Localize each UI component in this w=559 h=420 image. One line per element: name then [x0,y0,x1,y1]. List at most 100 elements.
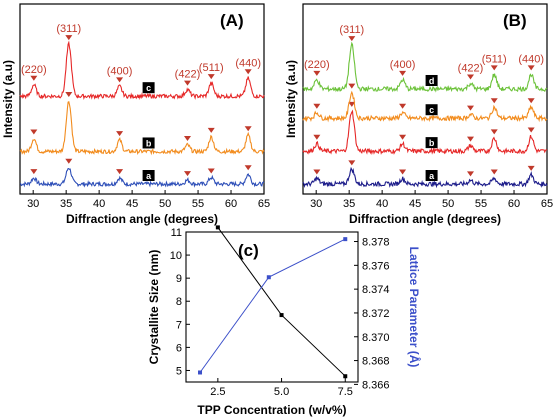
x-tick-label: 40 [376,198,388,210]
peak-label: (311) [56,23,81,35]
peak-label: (400) [390,59,416,71]
peak-marker [467,74,475,80]
peak-marker [467,136,475,142]
x-tick-label: 65 [258,198,270,210]
series-tag: c [429,105,434,115]
plot-frame [185,231,359,383]
series-tag: b [146,138,152,148]
series-tag-box [142,170,155,181]
panel-label: (A) [220,11,244,30]
series-left [215,225,348,379]
peak-marker [116,77,124,83]
peak-marker [348,160,356,166]
data-point [198,370,203,375]
series-tag-box [425,104,438,116]
x-tick-label: 35 [343,198,355,210]
peak-marker [30,129,38,135]
x-tick-label: 55 [192,198,204,210]
xrd-curve [19,167,265,188]
y2-tick-label: 8.366 [362,379,390,391]
x-tick-label: 55 [475,198,487,210]
peak-marker [244,126,252,132]
peak-marker [244,69,252,75]
x-tick-label: 60 [225,198,237,210]
series-c: c [19,35,265,100]
peak-marker [490,169,498,175]
peak-marker [313,169,321,175]
data-point [343,374,348,379]
peak-label: (220) [304,59,330,71]
series-b: b [19,92,265,156]
xrd-curve [19,101,265,156]
peak-marker [527,65,535,71]
y-tick-label: 8 [176,296,182,308]
x-tick-label: 35 [60,198,72,210]
series-tag-box [425,137,438,149]
xrd-panel-b: 30 35 40 45 50 55 60 65 Diffraction angle (degre… [284,3,553,226]
peak-marker [30,169,38,175]
peak-marker [399,103,407,109]
y-axis-label: Intensity (a.u) [1,60,15,138]
peak-marker [467,105,475,111]
peak-marker [207,127,215,133]
series-c: c [302,83,548,123]
xrd-curve [302,109,548,156]
peak-label: (422) [458,63,484,75]
data-point [266,275,271,280]
peak-marker [207,168,215,174]
peak-label: (511) [199,62,224,74]
series-line [217,227,346,377]
x-tick-label: 30 [310,198,322,210]
panel-label: (B) [503,11,527,30]
series-tag: a [429,171,435,181]
xrd-curve [19,40,265,100]
data-point [279,313,284,318]
peak-marker [116,169,124,175]
peak-marker [490,129,498,135]
peak-marker [65,92,73,98]
series-tag-box [425,170,438,181]
series-tag: b [429,138,435,148]
peak-marker [527,165,535,171]
y-tick-label: 7 [176,319,182,331]
peak-marker [348,36,356,42]
x-tick-label: 2.5 [210,386,225,398]
x-axis-label: Diffraction angle (degrees) [66,212,218,226]
y2-tick-label: 8.376 [362,260,390,272]
peak-label: (511) [482,53,507,65]
data-point [215,225,220,230]
series-tag: c [146,83,151,93]
x-tick-label: 45 [126,198,138,210]
x-tick-label: 30 [27,198,39,210]
y-tick-label: 9 [176,273,182,285]
y-axis-label: Intensity (a.u) [284,60,298,138]
panel-label: (c) [238,241,259,260]
plot-frame [302,3,548,195]
series-tag: a [146,171,152,181]
peak-marker [399,70,407,76]
series-tag: d [429,76,435,86]
y-tick-label: 6 [176,342,182,354]
x-tick-label: 7.5 [338,386,353,398]
xrd-panel-a: 30 35 40 45 50 55 60 65 Diffraction angle (degre… [1,3,270,226]
plot-frame [19,3,265,195]
data-point [343,237,348,242]
series-right [198,237,348,375]
peak-marker [313,103,321,109]
peak-marker [184,171,192,177]
size-lattice-panel: 2.5 5.0 7.5 5 6 7 8 9 10 11 8.366 8.368 8.370 8.372 8.… [147,225,422,417]
x-tick-label: 60 [508,198,520,210]
series-a: a [302,160,548,189]
peak-marker [399,134,407,140]
y-axis-label: Crystallite Size (nm) [147,250,161,365]
series-d: d [302,36,548,93]
peak-marker [184,80,192,86]
x-axis-label: TPP Concentration (w/v%) [197,403,346,417]
y-tick-label: 11 [171,227,182,239]
peak-marker [30,75,38,81]
peak-label: (220) [21,64,47,76]
peak-marker [527,98,535,104]
peak-marker [399,169,407,175]
xrd-curve [302,41,548,93]
